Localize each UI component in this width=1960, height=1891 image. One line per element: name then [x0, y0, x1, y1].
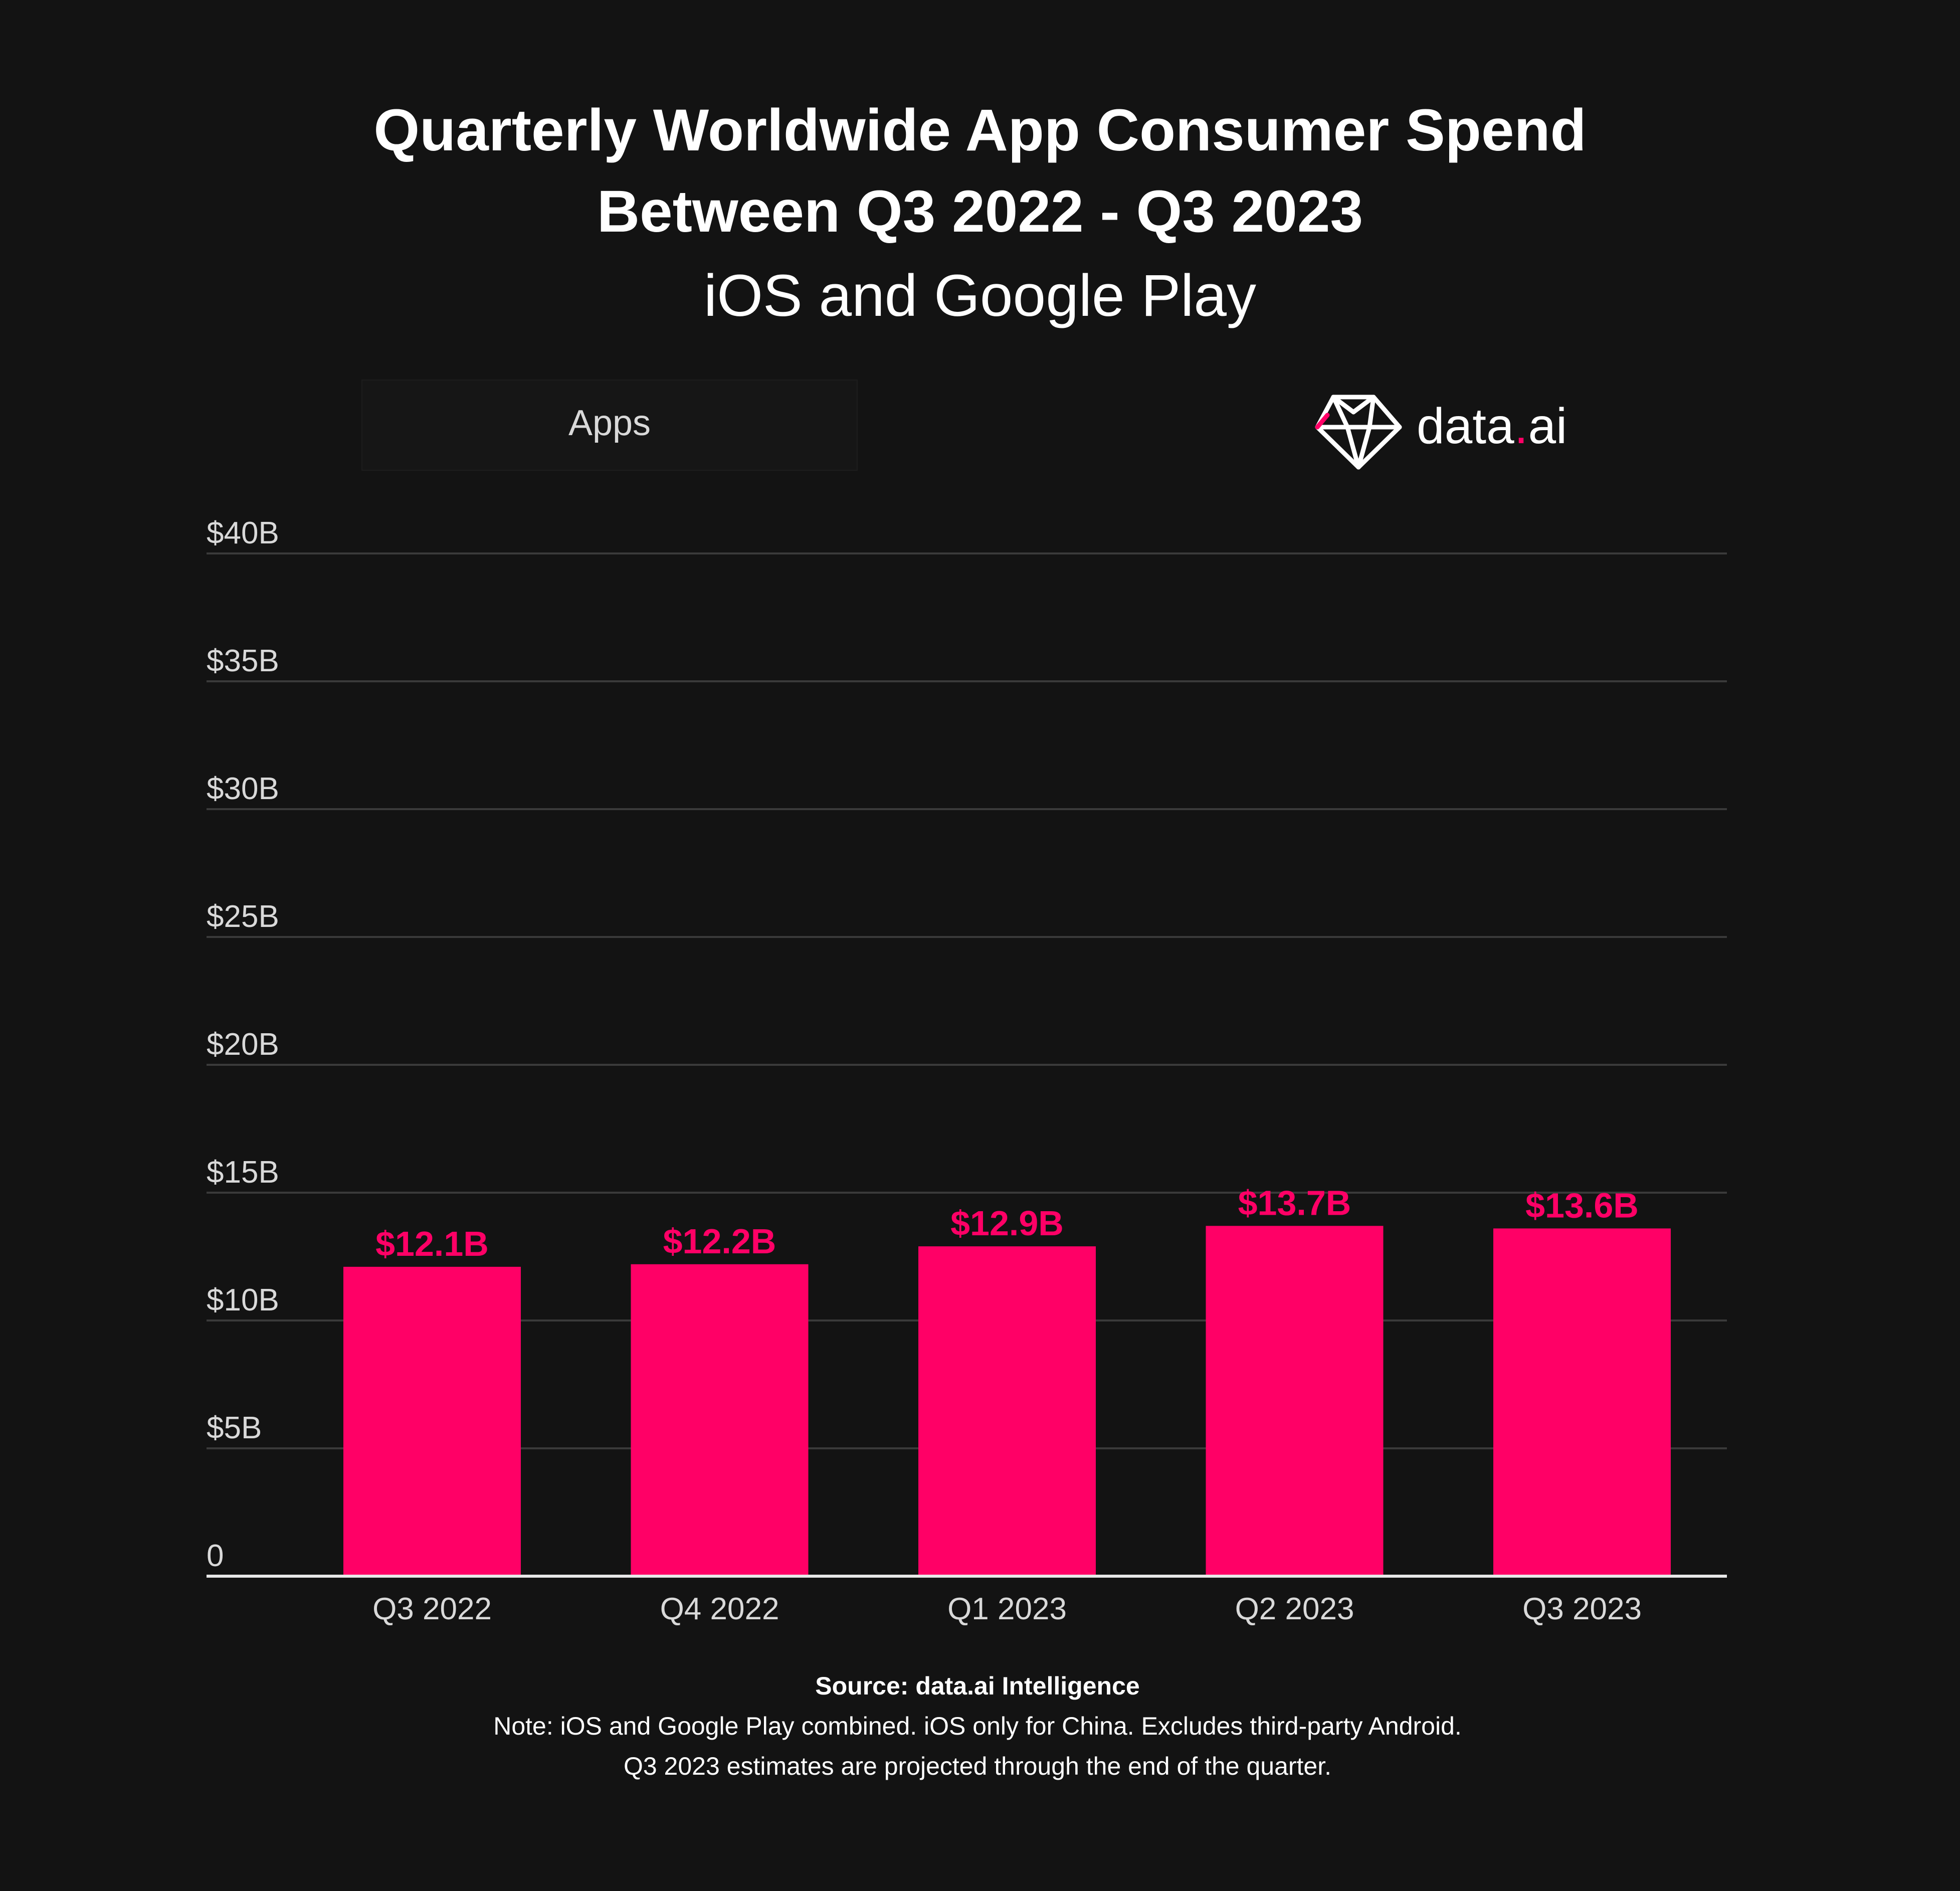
- bar: [918, 1246, 1096, 1576]
- logo-wordmark: data.ai: [1417, 398, 1567, 454]
- footer-note-line1: Note: iOS and Google Play combined. iOS …: [493, 1712, 1462, 1740]
- x-tick-label: Q2 2023: [1235, 1592, 1354, 1626]
- bar-value-label: $13.7B: [1238, 1183, 1351, 1222]
- bar: [343, 1266, 521, 1576]
- tab-apps-label: Apps: [568, 403, 651, 443]
- x-axis-tick-labels: Q3 2022 Q4 2022 Q1 2023 Q2 2023 Q3 2023: [372, 1592, 1642, 1626]
- x-tick-label: Q4 2022: [660, 1592, 779, 1626]
- y-axis-tick-labels: 0 $5B $10B $15B $20B $25B $30B $35B $40B: [207, 516, 279, 1573]
- y-tick-label: $35B: [207, 644, 279, 678]
- footer-note-line2: Q3 2023 estimates are projected through …: [624, 1752, 1331, 1780]
- bar: [631, 1264, 809, 1576]
- bar-value-label: $12.9B: [950, 1204, 1064, 1243]
- brand-logo: data.ai: [1315, 395, 1567, 470]
- bar-value-label: $12.1B: [375, 1224, 489, 1263]
- y-tick-label: $25B: [207, 899, 279, 934]
- y-tick-label: $10B: [207, 1283, 279, 1317]
- diamond-icon: [1315, 395, 1402, 470]
- tab-apps-background: [361, 380, 858, 471]
- x-tick-label: Q3 2023: [1522, 1592, 1642, 1626]
- x-tick-label: Q3 2022: [372, 1592, 492, 1626]
- bar-value-label: $13.6B: [1525, 1186, 1639, 1225]
- chart-subtitle: iOS and Google Play: [704, 263, 1256, 329]
- y-tick-label: $40B: [207, 516, 279, 550]
- chart-title-line1: Quarterly Worldwide App Consumer Spend: [373, 97, 1586, 163]
- y-tick-label: 0: [207, 1539, 224, 1573]
- tab-apps[interactable]: Apps: [361, 380, 858, 471]
- y-tick-label: $20B: [207, 1027, 279, 1062]
- bar-value-labels: $12.1B $12.2B $12.9B $13.7B $13.6B: [375, 1183, 1639, 1263]
- bar: [1206, 1226, 1384, 1576]
- footer-source: Source: data.ai Intelligence: [815, 1672, 1139, 1700]
- y-tick-label: $5B: [207, 1411, 262, 1445]
- x-tick-label: Q1 2023: [947, 1592, 1067, 1626]
- logo-text-data: data: [1417, 398, 1514, 454]
- y-tick-label: $15B: [207, 1155, 279, 1190]
- chart-title-line2: Between Q3 2022 - Q3 2023: [597, 178, 1363, 245]
- y-tick-label: $30B: [207, 772, 279, 806]
- bar-value-label: $12.2B: [663, 1222, 776, 1261]
- logo-dot: .: [1514, 398, 1528, 454]
- bar: [1493, 1228, 1671, 1576]
- bars: [343, 1226, 1671, 1576]
- logo-text-ai: ai: [1528, 398, 1567, 454]
